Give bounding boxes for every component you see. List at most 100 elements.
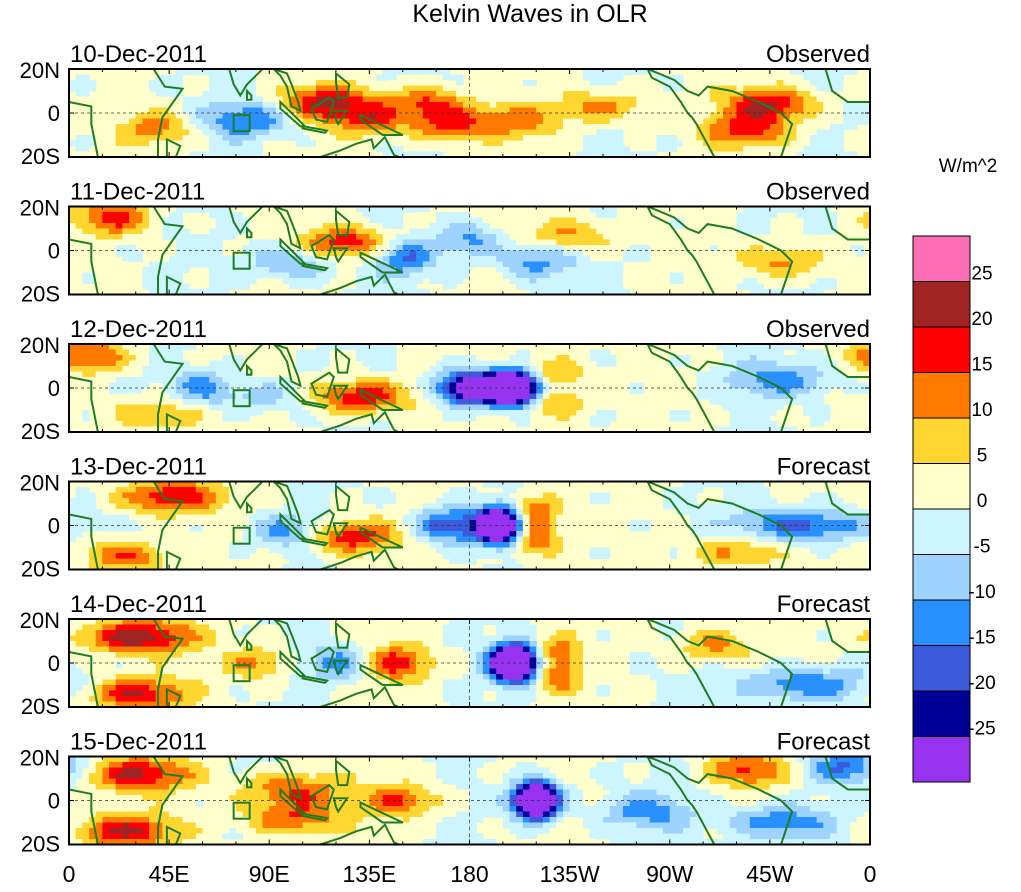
olr-cell <box>710 130 717 136</box>
olr-cell <box>309 361 316 367</box>
olr-cell <box>630 86 637 92</box>
olr-cell <box>82 273 89 279</box>
olr-cell <box>716 124 723 130</box>
olr-cell <box>329 223 336 229</box>
olr-cell <box>523 355 530 361</box>
olr-cell <box>850 86 857 92</box>
olr-cell <box>129 229 136 235</box>
olr-cell <box>490 229 497 235</box>
olr-cell <box>543 372 550 378</box>
olr-cell <box>803 80 810 86</box>
olr-cell <box>209 361 216 367</box>
olr-cell <box>176 113 183 119</box>
olr-cell <box>196 410 203 416</box>
olr-cell <box>810 80 817 86</box>
olr-cell <box>790 141 797 147</box>
olr-cell <box>389 80 396 86</box>
olr-cell <box>630 372 637 378</box>
olr-cell <box>129 223 136 229</box>
olr-cell <box>349 366 356 372</box>
olr-cell <box>723 113 730 119</box>
olr-cell <box>490 377 497 383</box>
olr-cell <box>82 86 89 92</box>
olr-cell <box>356 262 363 268</box>
olr-cell <box>236 394 243 400</box>
olr-cell <box>142 119 149 125</box>
olr-cell <box>570 102 577 108</box>
olr-cell <box>730 405 737 411</box>
olr-cell <box>102 350 109 356</box>
olr-cell <box>149 113 156 119</box>
olr-cell <box>610 262 617 268</box>
olr-cell <box>817 267 824 273</box>
olr-cell <box>476 102 483 108</box>
olr-cell <box>376 75 383 81</box>
olr-cell <box>443 141 450 147</box>
olr-cell <box>737 124 744 130</box>
olr-cell <box>82 146 89 152</box>
olr-cell <box>676 278 683 284</box>
olr-cell <box>182 284 189 290</box>
olr-cell <box>476 223 483 229</box>
olr-cell <box>142 240 149 246</box>
olr-cell <box>236 355 243 361</box>
olr-cell <box>169 130 176 136</box>
olr-cell <box>550 361 557 367</box>
olr-cell <box>470 388 477 394</box>
olr-cell <box>76 388 83 394</box>
olr-cell <box>423 102 430 108</box>
olr-cell <box>122 229 129 235</box>
olr-cell <box>89 229 96 235</box>
olr-cell <box>496 256 503 262</box>
olr-cell <box>396 124 403 130</box>
olr-cell <box>69 141 76 147</box>
olr-cell <box>503 372 510 378</box>
olr-cell <box>449 399 456 405</box>
olr-cell <box>216 130 223 136</box>
olr-cell <box>89 366 96 372</box>
olr-cell <box>109 421 116 427</box>
olr-cell <box>156 416 163 422</box>
olr-cell <box>443 372 450 378</box>
olr-cell <box>610 97 617 103</box>
olr-cell <box>436 372 443 378</box>
olr-cell <box>483 388 490 394</box>
olr-cell <box>803 218 810 224</box>
olr-cell <box>383 119 390 125</box>
olr-cell <box>182 372 189 378</box>
olr-cell <box>456 223 463 229</box>
olr-cell <box>576 262 583 268</box>
olr-cell <box>576 256 583 262</box>
olr-cell <box>416 399 423 405</box>
olr-cell <box>116 135 123 141</box>
olr-cell <box>543 212 550 218</box>
olr-cell <box>436 130 443 136</box>
olr-cell <box>470 372 477 378</box>
olr-cell <box>236 399 243 405</box>
olr-cell <box>276 141 283 147</box>
olr-cell <box>470 146 477 152</box>
olr-cell <box>296 223 303 229</box>
olr-cell <box>476 251 483 257</box>
olr-cell <box>803 240 810 246</box>
panel-date: 10-Dec-2011 <box>70 41 207 68</box>
olr-cell <box>189 102 196 108</box>
olr-cell <box>416 405 423 411</box>
olr-cell <box>376 284 383 290</box>
olr-cell <box>356 223 363 229</box>
olr-cell <box>129 273 136 279</box>
olr-cell <box>429 410 436 416</box>
olr-cell <box>389 218 396 224</box>
olr-cell <box>496 410 503 416</box>
olr-cell <box>803 146 810 152</box>
olr-cell <box>343 119 350 125</box>
olr-cell <box>730 75 737 81</box>
olr-cell <box>636 135 643 141</box>
olr-cell <box>343 141 350 147</box>
olr-cell <box>102 135 109 141</box>
olr-cell <box>169 113 176 119</box>
olr-cell <box>797 141 804 147</box>
olr-cell <box>196 218 203 224</box>
olr-cell <box>503 234 510 240</box>
olr-cell <box>563 278 570 284</box>
